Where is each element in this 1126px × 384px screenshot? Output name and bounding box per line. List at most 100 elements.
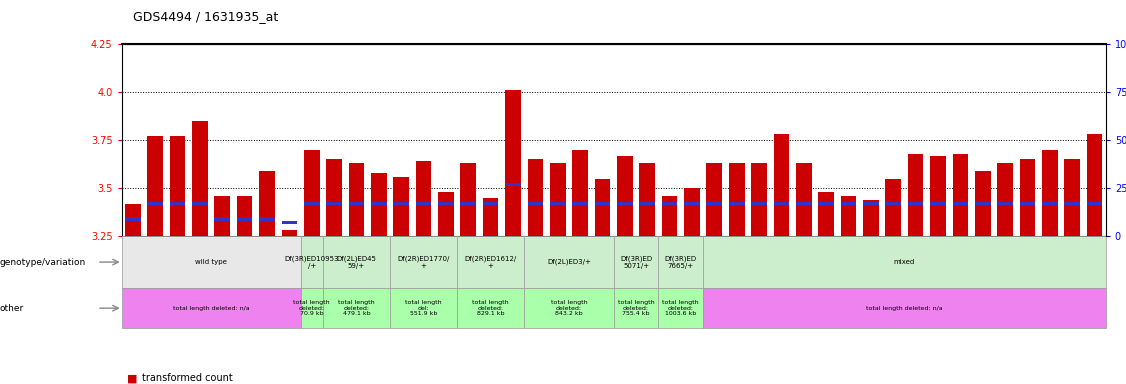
Bar — [703, 288, 1106, 328]
Bar — [595, 202, 610, 205]
Bar — [998, 163, 1013, 236]
Text: total length
deleted:
479.1 kb: total length deleted: 479.1 kb — [338, 300, 375, 316]
Bar — [1064, 159, 1080, 236]
Text: Df(3R)ED
5071/+: Df(3R)ED 5071/+ — [620, 255, 652, 269]
Bar — [885, 202, 901, 205]
Text: Df(2L)ED45
59/+: Df(2L)ED45 59/+ — [337, 255, 376, 269]
Bar — [259, 217, 275, 220]
Bar — [259, 171, 275, 236]
Bar — [349, 163, 365, 236]
Text: mixed: mixed — [894, 259, 915, 265]
Bar — [975, 202, 991, 205]
Bar — [751, 202, 767, 205]
Bar — [457, 236, 525, 288]
Bar — [528, 159, 543, 236]
Bar — [148, 202, 163, 205]
Bar — [125, 204, 141, 236]
Text: other: other — [0, 304, 25, 313]
Bar — [614, 236, 659, 288]
Bar — [703, 236, 1106, 288]
Bar — [617, 156, 633, 236]
Bar — [1020, 159, 1035, 236]
Bar — [461, 202, 476, 205]
Bar — [125, 217, 141, 220]
Bar — [572, 202, 588, 205]
Bar — [706, 202, 722, 205]
Bar — [1087, 134, 1102, 236]
Bar — [483, 198, 499, 236]
Bar — [390, 236, 457, 288]
Bar — [908, 154, 923, 236]
Bar — [640, 163, 655, 236]
Bar — [304, 202, 320, 205]
Bar — [819, 202, 834, 205]
Text: GDS4494 / 1631935_at: GDS4494 / 1631935_at — [133, 10, 278, 23]
Text: total length
deleted:
829.1 kb: total length deleted: 829.1 kb — [472, 300, 509, 316]
Bar — [393, 177, 409, 236]
Bar — [415, 161, 431, 236]
Bar — [908, 202, 923, 205]
Bar — [506, 90, 521, 236]
Bar — [483, 202, 499, 205]
Bar — [323, 288, 390, 328]
Bar — [461, 163, 476, 236]
Bar — [662, 202, 678, 205]
Bar — [301, 236, 323, 288]
Bar — [885, 179, 901, 236]
Bar — [930, 202, 946, 205]
Bar — [390, 288, 457, 328]
Bar — [662, 196, 678, 236]
Bar — [549, 202, 565, 205]
Text: Df(2R)ED1612/
+: Df(2R)ED1612/ + — [465, 255, 517, 269]
Bar — [595, 179, 610, 236]
Bar — [975, 171, 991, 236]
Bar — [819, 192, 834, 236]
Bar — [796, 163, 812, 236]
Bar — [1020, 202, 1035, 205]
Text: Df(2R)ED1770/
+: Df(2R)ED1770/ + — [397, 255, 449, 269]
Bar — [370, 173, 386, 236]
Bar — [998, 202, 1013, 205]
Bar — [457, 288, 525, 328]
Bar — [506, 183, 521, 186]
Text: total length deleted: n/a: total length deleted: n/a — [866, 306, 942, 311]
Bar — [122, 288, 301, 328]
Bar — [525, 288, 614, 328]
Bar — [953, 202, 968, 205]
Bar — [1042, 150, 1057, 236]
Bar — [953, 154, 968, 236]
Bar — [193, 121, 207, 236]
Bar — [438, 202, 454, 205]
Bar — [614, 288, 659, 328]
Text: Df(3R)ED10953
/+: Df(3R)ED10953 /+ — [285, 255, 339, 269]
Bar — [640, 202, 655, 205]
Bar — [863, 200, 878, 236]
Bar — [236, 196, 252, 236]
Bar — [282, 221, 297, 224]
Bar — [214, 217, 230, 220]
Text: ■: ■ — [127, 373, 137, 383]
Bar — [393, 202, 409, 205]
Bar — [193, 202, 207, 205]
Bar — [729, 163, 744, 236]
Bar — [438, 192, 454, 236]
Bar — [327, 202, 342, 205]
Bar — [301, 288, 323, 328]
Text: total length
deleted:
755.4 kb: total length deleted: 755.4 kb — [618, 300, 654, 316]
Bar — [304, 150, 320, 236]
Bar — [1042, 202, 1057, 205]
Bar — [659, 236, 703, 288]
Bar — [796, 202, 812, 205]
Bar — [841, 202, 857, 205]
Text: transformed count: transformed count — [142, 373, 233, 383]
Bar — [327, 159, 342, 236]
Bar — [572, 150, 588, 236]
Bar — [659, 288, 703, 328]
Text: total length
deleted:
1003.6 kb: total length deleted: 1003.6 kb — [662, 300, 699, 316]
Text: Df(3R)ED
7665/+: Df(3R)ED 7665/+ — [664, 255, 697, 269]
Bar — [415, 202, 431, 205]
Bar — [1064, 202, 1080, 205]
Bar — [685, 188, 699, 236]
Bar — [706, 163, 722, 236]
Bar — [841, 196, 857, 236]
